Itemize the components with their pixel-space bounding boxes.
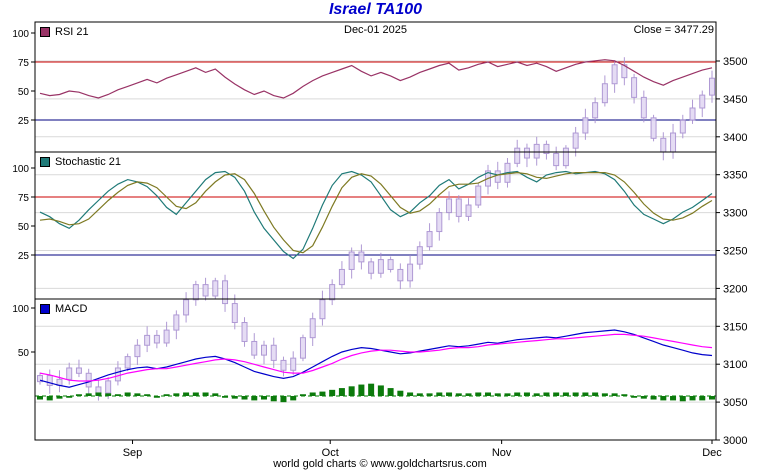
scale-tick-label: 100 (12, 304, 29, 315)
stochastic-legend-label: Stochastic 21 (55, 156, 122, 168)
month-label: Sep (123, 447, 143, 459)
date-label: Dec-01 2025 (344, 24, 407, 36)
series-MACD-signal (39, 333, 713, 382)
month-label: Nov (492, 447, 512, 459)
rsi-legend: RSI 21 (40, 26, 89, 38)
stochastic-legend-swatch-icon (40, 157, 50, 167)
price-tick-label: 3250 (723, 246, 747, 258)
time-axis: Sep Oct Nov Dec (123, 440, 722, 459)
indicator-scales: 100 75 50 25 100 75 50 25 100 50 (12, 29, 35, 359)
price-tick-label: 3100 (723, 359, 747, 371)
macd-legend-swatch-icon (40, 304, 50, 314)
price-tick-label: 3000 (723, 435, 747, 447)
scale-tick-label: 50 (18, 87, 30, 98)
price-tick-label: 3350 (723, 170, 747, 182)
chart-title: Israel TA100 (328, 1, 423, 18)
scale-tick-label: 25 (18, 251, 30, 262)
macd-legend: MACD (40, 303, 87, 315)
panel-borders (34, 21, 717, 441)
price-tick-label: 3400 (723, 132, 747, 144)
month-label: Oct (322, 447, 339, 459)
scale-tick-label: 50 (18, 348, 30, 359)
scale-tick-label: 25 (18, 116, 30, 127)
stochastic-legend: Stochastic 21 (40, 156, 121, 168)
month-label: Dec (702, 447, 722, 459)
macd-legend-label: MACD (55, 303, 88, 315)
price-tick-label: 3200 (723, 283, 747, 295)
price-gridlines (35, 60, 716, 403)
series-MACD-line (39, 329, 713, 388)
price-axis: 3500 3450 3400 3350 3300 3250 3200 3150 3100 3050… (716, 56, 747, 447)
price-tick-label: 3300 (723, 208, 747, 220)
close-value: Close = 3477.29 (633, 24, 714, 36)
series-stoch-K (39, 170, 713, 260)
scale-tick-label: 100 (12, 164, 29, 175)
scale-tick-label: 75 (18, 58, 30, 69)
price-tick-label: 3450 (723, 94, 747, 106)
series-stoch-D (39, 171, 713, 254)
rsi-legend-swatch-icon (40, 27, 50, 37)
rsi-legend-label: RSI 21 (55, 26, 89, 38)
scale-tick-label: 75 (18, 193, 30, 204)
price-tick-label: 3050 (723, 397, 747, 409)
series-RSI-21 (39, 59, 713, 99)
scale-tick-label: 50 (18, 222, 30, 233)
price-tick-label: 3500 (723, 56, 747, 68)
footer-credit: world gold charts © www.goldchartsrus.co… (273, 458, 487, 470)
scale-tick-label: 100 (12, 29, 29, 40)
macd-histogram (37, 383, 715, 403)
price-tick-label: 3150 (723, 321, 747, 333)
